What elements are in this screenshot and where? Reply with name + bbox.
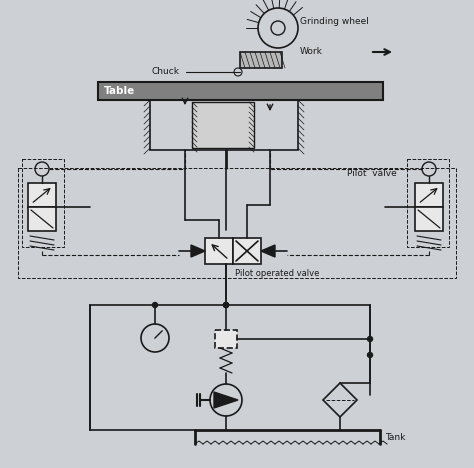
Bar [233, 238, 261, 264]
Bar [18, 168, 456, 278]
Text: Tank: Tank [385, 432, 405, 441]
Text: Grinding wheel: Grinding wheel [300, 17, 369, 27]
Circle shape [224, 302, 228, 307]
Bar [407, 159, 449, 247]
Text: Pilot  valve: Pilot valve [347, 168, 397, 177]
Bar [28, 183, 56, 207]
Bar [28, 207, 56, 231]
Bar [150, 100, 298, 150]
Bar [240, 52, 282, 68]
Bar [415, 183, 443, 207]
Bar [192, 102, 254, 148]
Text: Table: Table [104, 86, 135, 96]
Circle shape [224, 302, 228, 307]
Circle shape [224, 302, 228, 307]
Circle shape [367, 336, 373, 342]
Bar [22, 159, 64, 247]
Text: Pilot operated valve: Pilot operated valve [235, 270, 319, 278]
Bar [215, 330, 237, 348]
Bar [415, 207, 443, 231]
Text: Work: Work [300, 47, 323, 57]
Circle shape [153, 302, 157, 307]
Polygon shape [191, 245, 205, 257]
Circle shape [367, 352, 373, 358]
Polygon shape [261, 245, 275, 257]
Polygon shape [214, 392, 238, 408]
Text: Chuck: Chuck [152, 67, 180, 76]
Bar [205, 238, 233, 264]
Bar [98, 82, 383, 100]
